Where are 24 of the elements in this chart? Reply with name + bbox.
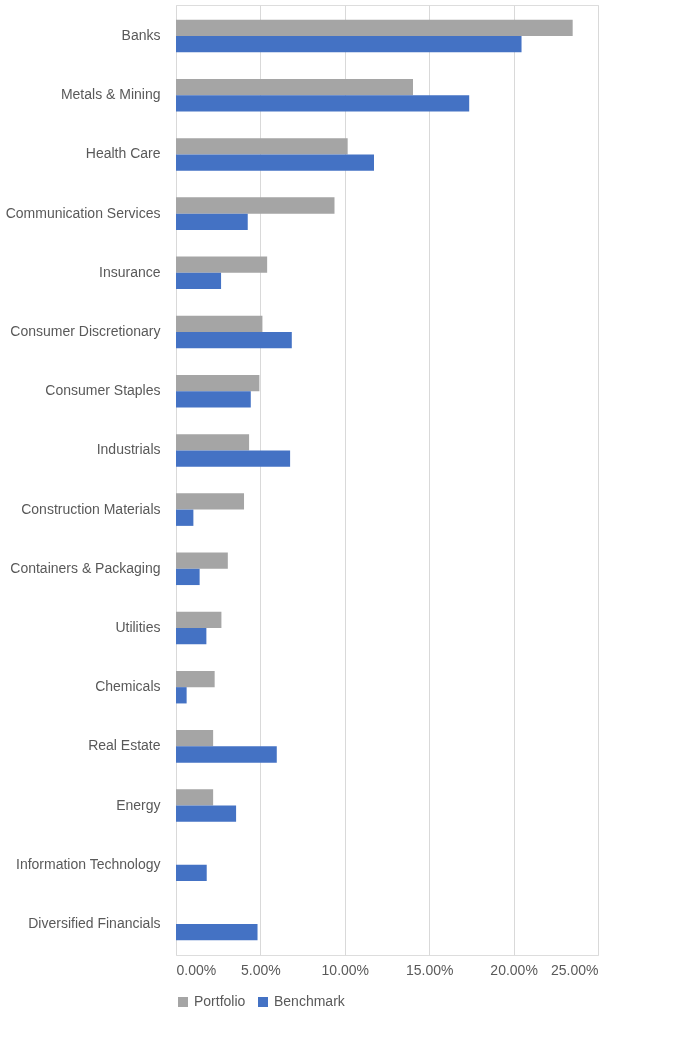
- y-tick-label: Communication Services: [5, 204, 161, 221]
- y-tick-label: Insurance: [99, 263, 161, 280]
- x-tick-label: 20.00%: [490, 961, 538, 978]
- y-tick-label: Energy: [116, 796, 161, 813]
- legend-label: Portfolio: [194, 993, 246, 1009]
- y-tick-label: Construction Materials: [21, 500, 161, 517]
- y-tick-label: Metals & Mining: [60, 86, 161, 103]
- y-tick-label: Health Care: [85, 145, 161, 162]
- x-tick-label: 10.00%: [321, 961, 370, 978]
- x-tick-label: 0.00%: [176, 961, 217, 978]
- y-tick-label: Information Technology: [16, 855, 161, 872]
- y-tick-label: Industrials: [96, 441, 161, 458]
- y-tick-label: Real Estate: [88, 737, 161, 754]
- y-tick-label: Consumer Staples: [45, 382, 161, 399]
- y-tick-label: Chemicals: [95, 678, 161, 695]
- y-tick-label: Consumer Discretionary: [10, 323, 161, 340]
- y-tick-label: Diversified Financials: [28, 914, 161, 931]
- y-tick-label: Banks: [121, 27, 161, 44]
- x-tick-label: 15.00%: [405, 961, 454, 978]
- legend-label: Benchmark: [274, 993, 346, 1009]
- x-tick-label: 25.00%: [551, 961, 599, 978]
- y-tick-label: Utilities: [115, 618, 161, 635]
- x-tick-label: 5.00%: [241, 961, 281, 978]
- y-tick-label: Containers & Packaging: [10, 559, 161, 576]
